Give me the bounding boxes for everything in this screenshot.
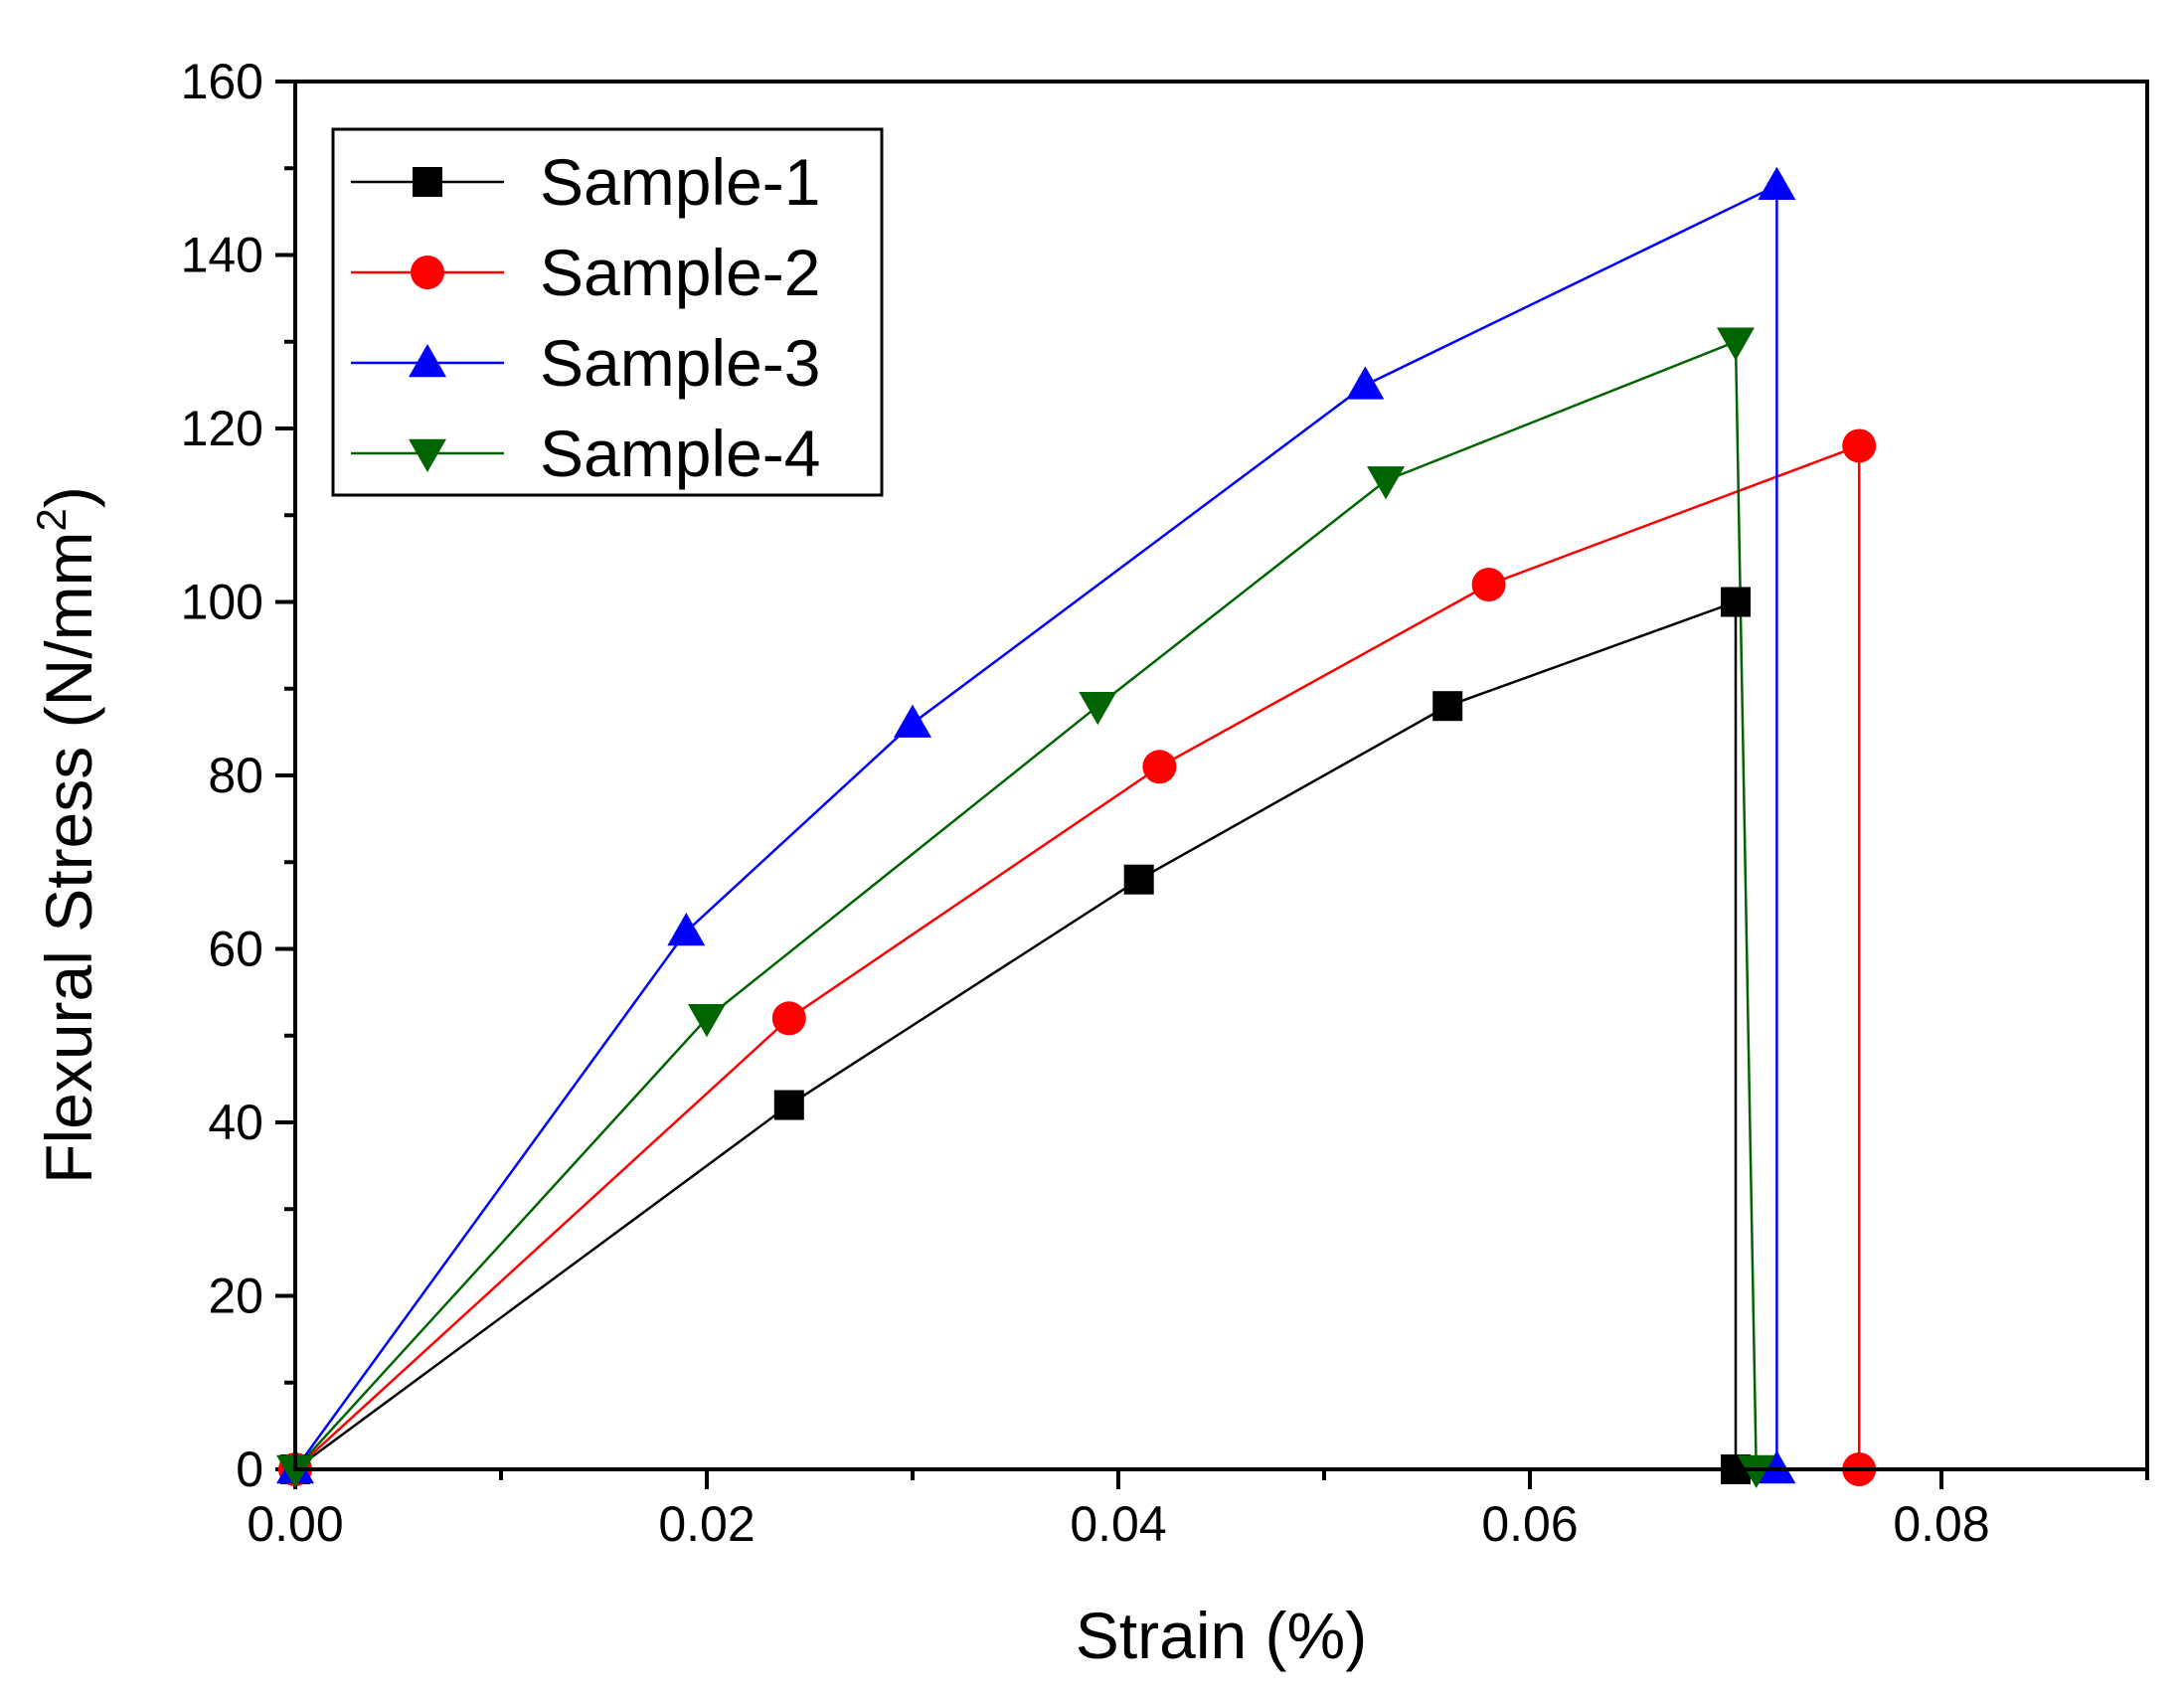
data-point-sample-3	[667, 913, 706, 946]
data-point-sample-2	[771, 1001, 806, 1036]
legend-marker-3	[409, 344, 446, 378]
series-line-3	[293, 183, 1778, 1470]
data-point-sample-1	[1721, 587, 1751, 617]
data-point-sample-4	[1079, 691, 1117, 726]
x-tick-label: 0.04	[1070, 1496, 1166, 1552]
series-line-4	[294, 339, 1758, 1470]
y-axis-title-main: Flexural Stress (N/mm	[32, 531, 105, 1183]
y-axis-title-sup: 2	[28, 508, 75, 531]
x-tick-label: 0.02	[658, 1496, 755, 1552]
legend-label-3: Sample-3	[540, 326, 820, 400]
data-point-sample-1	[1123, 864, 1154, 895]
y-tick-label: 120	[181, 401, 263, 456]
data-point-sample-2	[1471, 568, 1506, 602]
legend-marker-2	[411, 255, 444, 289]
data-point-sample-3	[1346, 366, 1385, 400]
data-point-sample-2	[1142, 750, 1177, 784]
legend: Sample-1 Sample-2 Sample-3 Sample-4	[331, 127, 884, 497]
legend-marker-1	[413, 167, 442, 197]
series-line-1	[294, 599, 1738, 1471]
axis-ticks: 0.00 0.02 0.04 0.06 0.08 0 20 40 60 80 100 120 140 16…	[181, 54, 2149, 1552]
data-point-sample-4	[1737, 1454, 1775, 1488]
x-tick-label: 0.00	[247, 1496, 343, 1552]
x-axis-title: Strain (%)	[1076, 1599, 1367, 1672]
data-point-sample-3	[894, 704, 931, 738]
x-tick-label: 0.08	[1893, 1496, 1989, 1552]
plot-frame	[293, 80, 2149, 1471]
data-point-sample-3	[1758, 1450, 1796, 1484]
y-axis-title: Flexural Stress (N/mm2)	[28, 486, 105, 1184]
y-axis-title-close: )	[32, 486, 105, 508]
data-point-sample-4	[276, 1454, 314, 1488]
y-tick-label: 160	[181, 54, 263, 109]
data-point-sample-4	[688, 1004, 726, 1038]
data-point-sample-1	[773, 1090, 804, 1120]
legend-label-4: Sample-4	[540, 417, 820, 490]
series-line-2	[294, 443, 1861, 1470]
data-point-sample-1	[1432, 691, 1463, 722]
y-tick-label: 40	[208, 1095, 263, 1150]
y-tick-label: 20	[208, 1269, 263, 1324]
legend-label-2: Sample-2	[540, 236, 820, 309]
y-tick-label: 140	[181, 228, 263, 283]
data-point-sample-4	[1367, 466, 1406, 500]
data-point-sample-2	[1842, 428, 1877, 463]
legend-label-1: Sample-1	[540, 145, 820, 219]
x-tick-label: 0.06	[1481, 1496, 1578, 1552]
y-tick-label: 80	[208, 748, 263, 803]
series-lines	[293, 183, 1861, 1471]
y-tick-label: 100	[181, 575, 263, 630]
y-tick-label: 0	[236, 1442, 263, 1497]
legend-marker-4	[409, 438, 446, 472]
data-point-sample-4	[1717, 327, 1755, 361]
y-tick-label: 60	[208, 922, 263, 977]
data-point-sample-3	[1758, 166, 1796, 200]
